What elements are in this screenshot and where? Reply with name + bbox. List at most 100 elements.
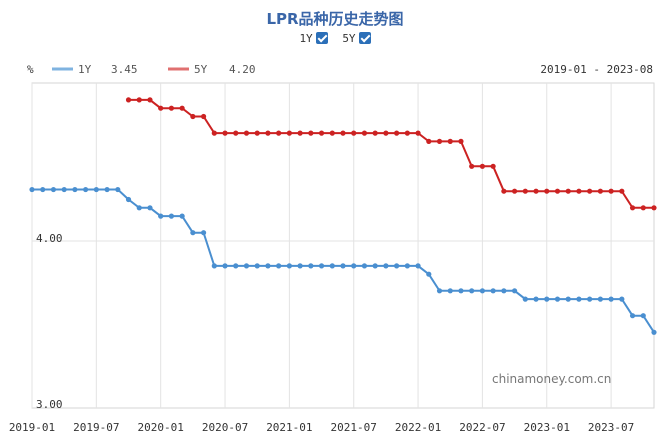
data-point[interactable]: [222, 130, 228, 136]
data-point[interactable]: [329, 130, 335, 136]
data-point[interactable]: [265, 263, 271, 269]
data-point[interactable]: [340, 130, 346, 136]
data-point[interactable]: [415, 263, 421, 269]
data-point[interactable]: [447, 138, 453, 144]
data-point[interactable]: [83, 186, 89, 193]
data-point[interactable]: [361, 263, 368, 269]
data-point[interactable]: [211, 263, 217, 269]
data-point[interactable]: [254, 130, 260, 136]
data-point[interactable]: [233, 130, 239, 136]
data-point[interactable]: [576, 296, 582, 302]
data-point[interactable]: [458, 138, 464, 144]
data-point[interactable]: [318, 130, 325, 136]
data-point[interactable]: [318, 263, 325, 269]
data-point[interactable]: [125, 196, 132, 203]
data-point[interactable]: [554, 188, 561, 194]
data-point[interactable]: [490, 163, 496, 169]
data-point[interactable]: [533, 188, 539, 194]
data-point[interactable]: [372, 130, 378, 136]
data-point[interactable]: [619, 296, 625, 302]
data-point[interactable]: [372, 263, 378, 269]
checkbox-checked-icon[interactable]: [358, 31, 371, 44]
data-point[interactable]: [554, 296, 561, 302]
data-point[interactable]: [61, 186, 67, 193]
data-point[interactable]: [297, 130, 303, 136]
data-point[interactable]: [490, 288, 496, 294]
data-point[interactable]: [340, 263, 346, 269]
data-point[interactable]: [136, 205, 142, 211]
data-point[interactable]: [286, 130, 292, 136]
data-point[interactable]: [233, 263, 239, 269]
data-point[interactable]: [608, 188, 614, 194]
data-point[interactable]: [329, 263, 335, 269]
data-point[interactable]: [436, 288, 443, 294]
data-point[interactable]: [243, 263, 250, 269]
data-point[interactable]: [168, 213, 175, 219]
data-point[interactable]: [158, 105, 164, 111]
data-point[interactable]: [533, 296, 539, 302]
checkbox-checked-icon[interactable]: [315, 31, 328, 44]
data-point[interactable]: [190, 113, 196, 120]
data-point[interactable]: [587, 296, 593, 302]
data-point[interactable]: [447, 288, 453, 294]
data-point[interactable]: [308, 263, 314, 269]
data-point[interactable]: [297, 263, 303, 269]
data-point[interactable]: [629, 313, 636, 319]
data-point[interactable]: [597, 188, 603, 194]
data-point[interactable]: [651, 329, 657, 335]
toggle-1y[interactable]: 1Y: [299, 31, 328, 45]
data-point[interactable]: [426, 271, 432, 277]
data-point[interactable]: [565, 296, 571, 302]
data-point[interactable]: [104, 186, 110, 193]
data-point[interactable]: [200, 230, 207, 236]
data-point[interactable]: [179, 213, 185, 219]
data-point[interactable]: [93, 186, 99, 193]
data-point[interactable]: [415, 130, 421, 136]
data-point[interactable]: [619, 188, 625, 194]
data-point[interactable]: [587, 188, 593, 194]
data-point[interactable]: [29, 186, 35, 193]
data-point[interactable]: [383, 130, 389, 136]
data-point[interactable]: [179, 105, 185, 111]
data-point[interactable]: [597, 296, 603, 302]
data-point[interactable]: [458, 288, 464, 294]
data-point[interactable]: [640, 313, 646, 319]
data-point[interactable]: [211, 130, 217, 136]
data-point[interactable]: [168, 105, 175, 111]
data-point[interactable]: [200, 113, 207, 120]
data-point[interactable]: [308, 130, 314, 136]
data-point[interactable]: [115, 186, 121, 193]
data-point[interactable]: [479, 163, 486, 169]
data-point[interactable]: [286, 263, 292, 269]
data-point[interactable]: [394, 130, 400, 136]
data-point[interactable]: [511, 188, 518, 194]
data-point[interactable]: [276, 263, 282, 269]
data-point[interactable]: [404, 263, 410, 269]
data-point[interactable]: [136, 97, 142, 103]
data-point[interactable]: [469, 288, 475, 294]
data-point[interactable]: [243, 130, 250, 136]
data-point[interactable]: [50, 186, 57, 193]
data-point[interactable]: [501, 288, 507, 294]
data-point[interactable]: [479, 288, 486, 294]
data-point[interactable]: [383, 263, 389, 269]
data-point[interactable]: [426, 138, 432, 144]
data-point[interactable]: [651, 205, 657, 211]
data-point[interactable]: [72, 186, 78, 193]
data-point[interactable]: [511, 288, 518, 294]
data-point[interactable]: [351, 130, 357, 136]
toggle-5y[interactable]: 5Y: [342, 31, 371, 45]
data-point[interactable]: [158, 213, 164, 219]
data-point[interactable]: [565, 188, 571, 194]
data-point[interactable]: [147, 97, 153, 103]
data-point[interactable]: [40, 186, 46, 193]
data-point[interactable]: [501, 188, 507, 194]
data-point[interactable]: [254, 263, 260, 269]
data-point[interactable]: [222, 263, 228, 269]
data-point[interactable]: [608, 296, 614, 302]
data-point[interactable]: [544, 296, 550, 302]
data-point[interactable]: [522, 188, 528, 194]
data-point[interactable]: [629, 205, 636, 211]
data-point[interactable]: [394, 263, 400, 269]
data-point[interactable]: [147, 205, 153, 211]
